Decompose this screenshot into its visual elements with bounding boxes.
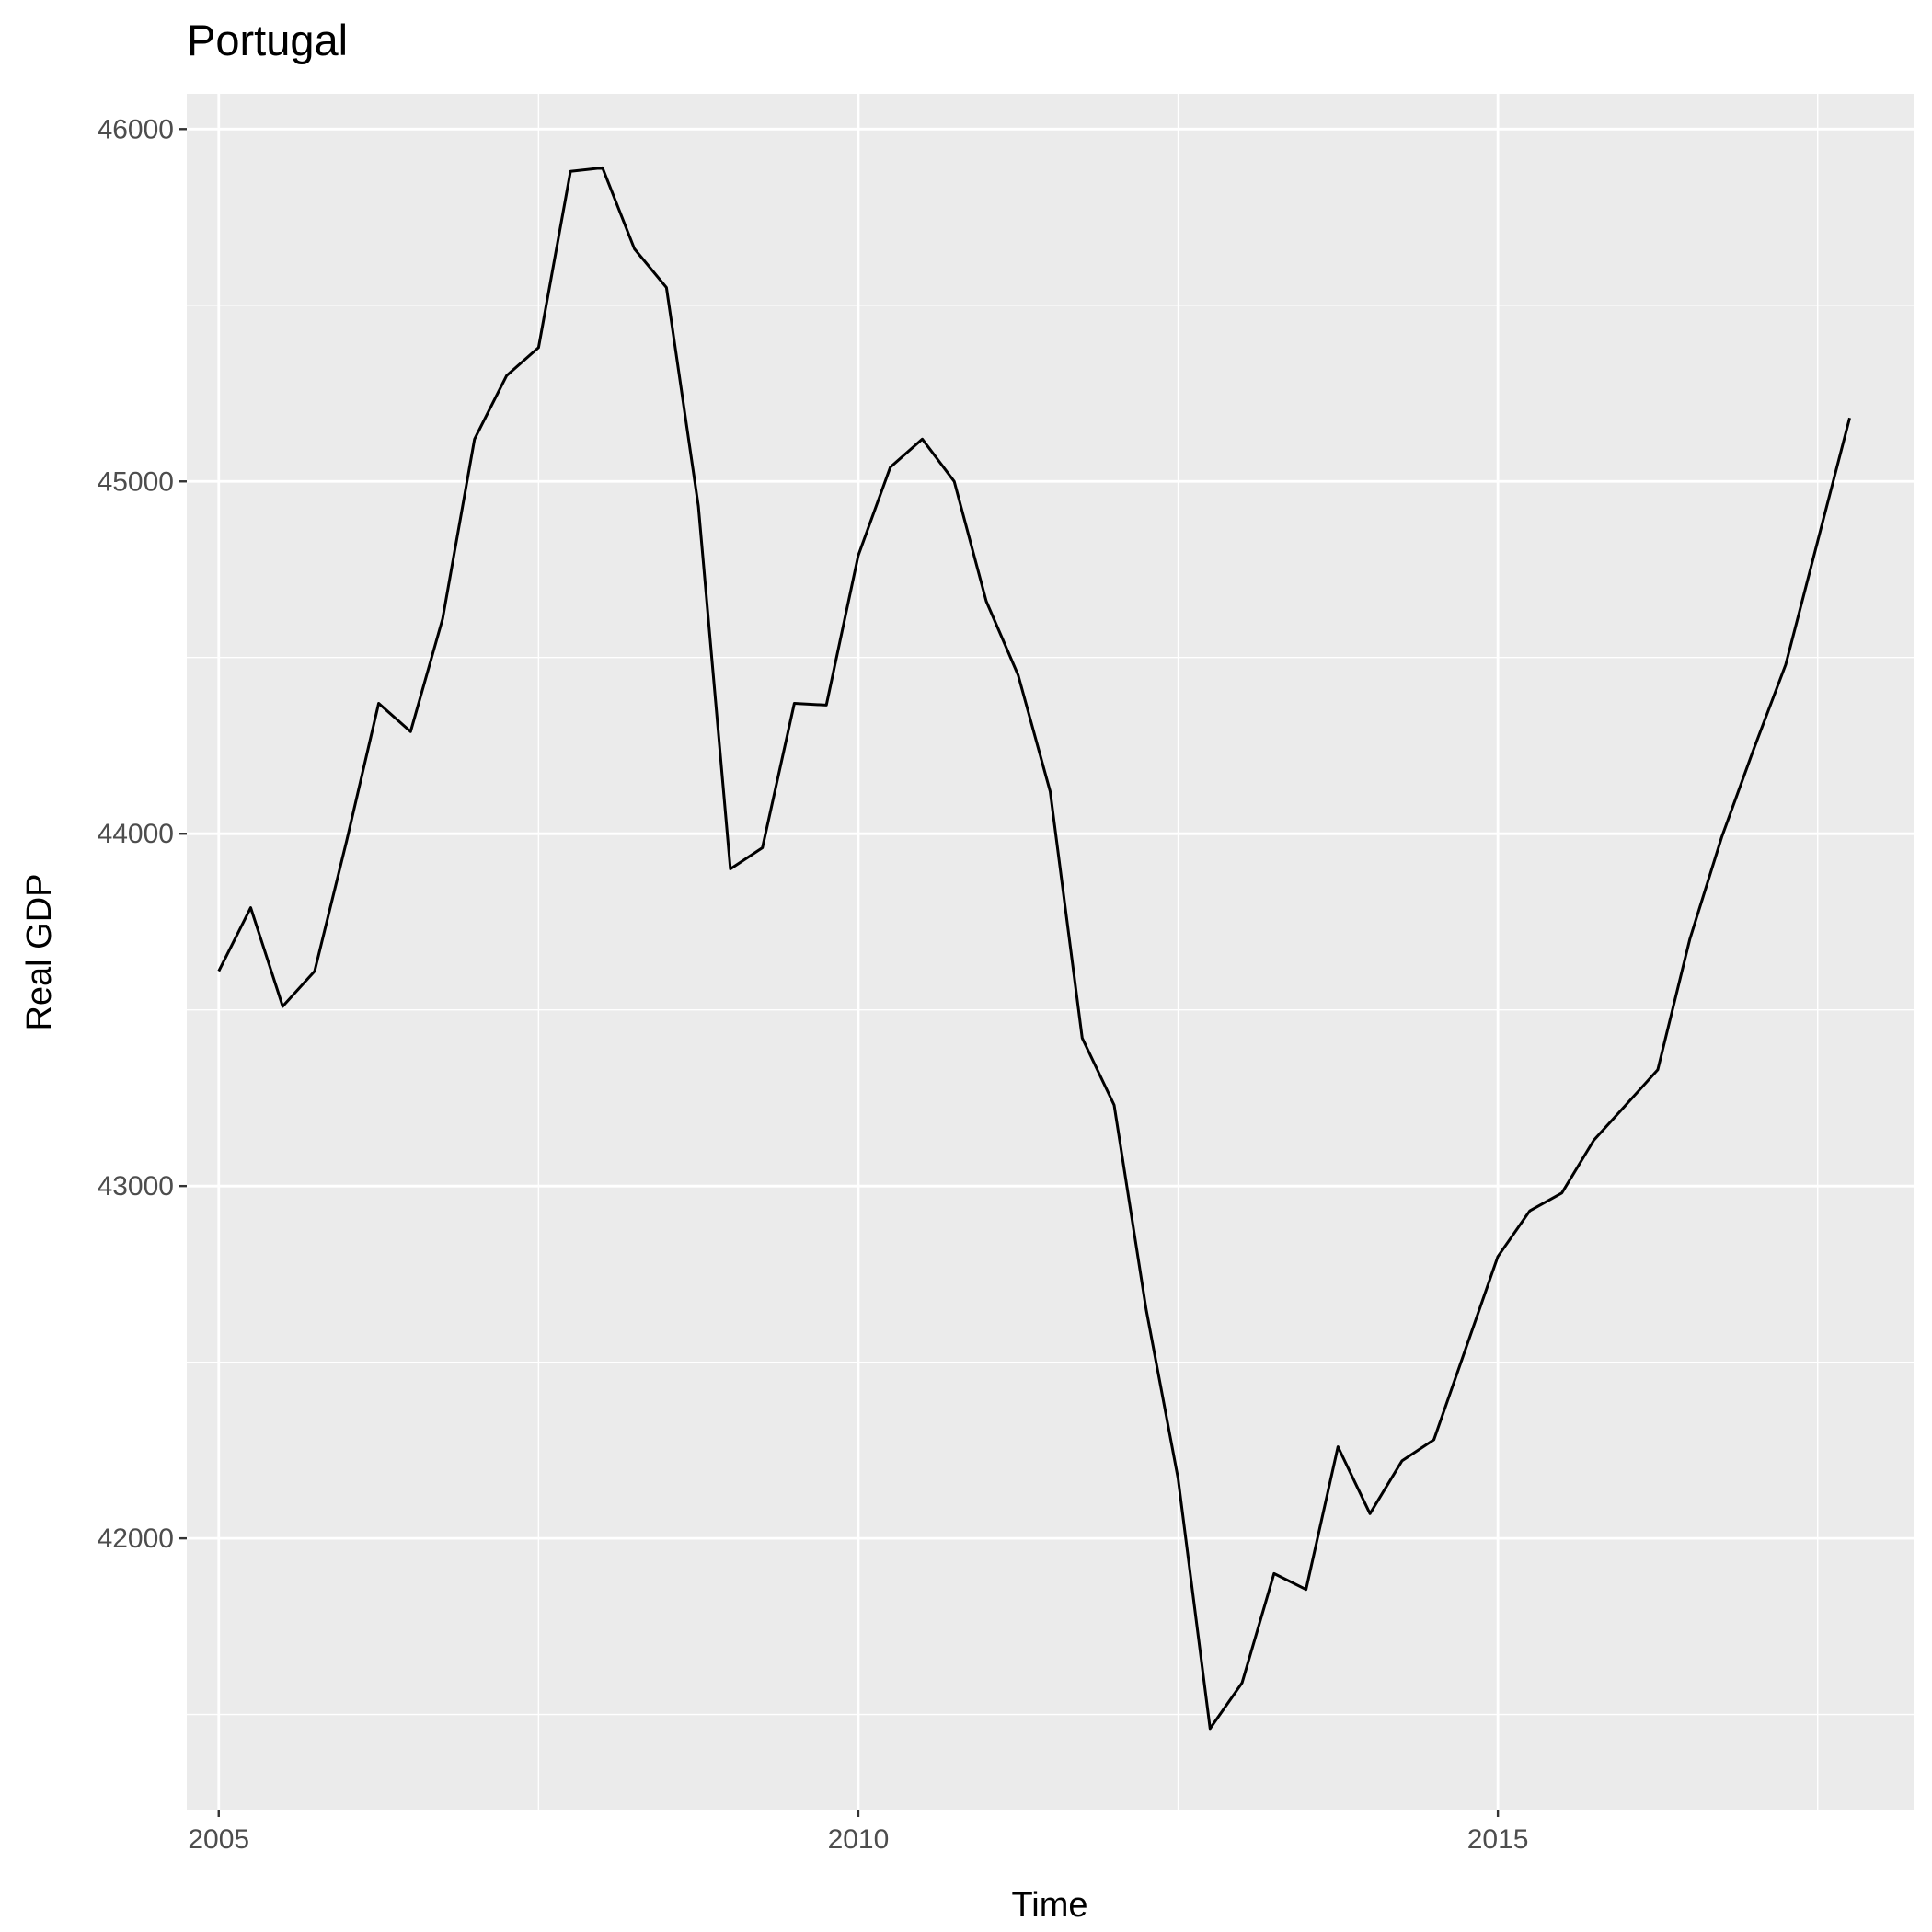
x-tick-label: 2015 — [1467, 1824, 1529, 1855]
x-axis: 2005 2010 2015 — [188, 1810, 1529, 1855]
y-tick-label: 45000 — [98, 466, 174, 497]
major-gridlines — [187, 94, 1914, 1810]
y-tick-label: 46000 — [98, 114, 174, 144]
y-tick-label: 43000 — [98, 1171, 174, 1202]
minor-gridlines — [187, 94, 1914, 1810]
series-line — [217, 166, 1851, 1731]
chart-title: Portugal — [187, 16, 348, 64]
plot-panel — [187, 94, 1914, 1810]
y-tick-label: 42000 — [98, 1524, 174, 1554]
x-tick-label: 2010 — [828, 1824, 890, 1855]
y-axis-title: Real GDP — [20, 873, 59, 1030]
y-tick-label: 44000 — [98, 819, 174, 849]
x-axis-title: Time — [1011, 1886, 1087, 1925]
x-tick-label: 2005 — [188, 1824, 249, 1855]
y-axis: 42000 43000 44000 45000 46000 — [98, 114, 187, 1554]
